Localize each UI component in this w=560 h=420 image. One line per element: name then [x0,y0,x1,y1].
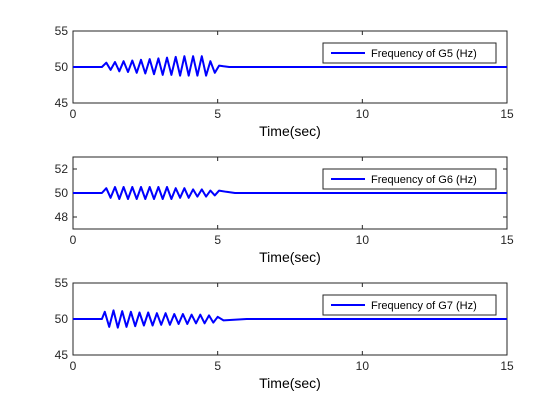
legend-box [322,168,497,190]
x-axis-label: Time(sec) [259,123,321,139]
x-tick-label: 10 [356,107,370,121]
y-tick-label: 45 [55,348,69,362]
y-tick-label: 48 [55,210,69,224]
x-tick-label: 10 [356,359,370,373]
legend-label: Frequency of G5 (Hz) [371,48,477,60]
x-axis-label: Time(sec) [259,375,321,391]
legend-box [322,294,497,316]
y-tick-label: 55 [55,24,69,38]
x-axis-label: Time(sec) [259,249,321,265]
legend-box [322,42,497,64]
x-tick-label: 0 [70,233,77,247]
y-tick-label: 50 [55,312,69,326]
x-tick-label: 15 [500,107,514,121]
y-tick-label: 52 [55,162,69,176]
y-tick-label: 55 [55,276,69,290]
series-line [73,55,507,77]
x-tick-label: 0 [70,359,77,373]
x-tick-label: 10 [356,233,370,247]
subplot-1: 0 5 10 15 45 50 55 Time(sec) Frequency of G5 (Hz… [55,24,514,139]
series-line [73,186,507,200]
legend-label: Frequency of G7 (Hz) [371,300,477,312]
y-tick-label: 50 [55,186,69,200]
subplot-2: 0 5 10 15 48 50 52 Time(sec) Frequency of G6 (Hz… [55,156,514,265]
legend-label: Frequency of G6 (Hz) [371,174,477,186]
x-tick-label: 5 [214,107,221,121]
x-tick-label: 15 [500,359,514,373]
x-tick-label: 5 [214,233,221,247]
x-tick-label: 0 [70,107,77,121]
y-tick-label: 50 [55,60,69,74]
y-tick-label: 45 [55,96,69,110]
series-line [73,309,507,329]
subplot-3: 0 5 10 15 45 50 55 Time(sec) Frequency of G7 (Hz… [55,276,514,391]
x-tick-label: 15 [500,233,514,247]
x-tick-label: 5 [214,359,221,373]
